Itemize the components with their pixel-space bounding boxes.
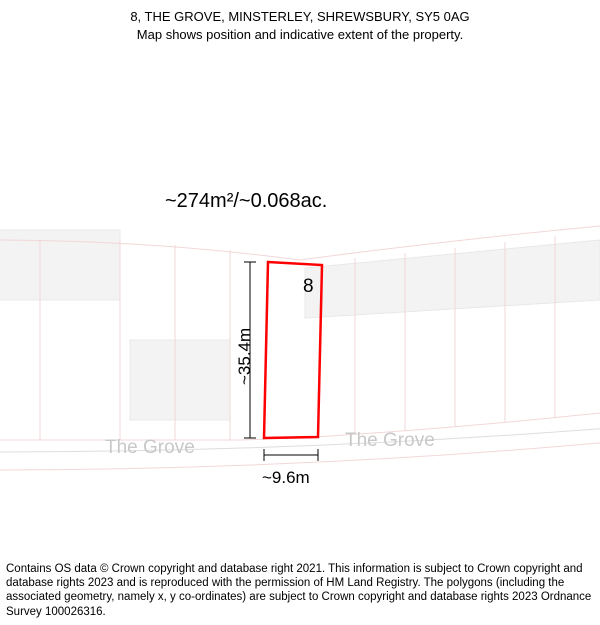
map-area: ~274m²/~0.068ac. ~35.4m ~9.6m 8 The Grov… [0, 40, 600, 560]
header: 8, THE GROVE, MINSTERLEY, SHREWSBURY, SY… [0, 0, 600, 43]
address-title: 8, THE GROVE, MINSTERLEY, SHREWSBURY, SY… [0, 8, 600, 26]
width-dimension-label: ~9.6m [262, 468, 310, 488]
height-dimension-label: ~35.4m [235, 328, 255, 385]
street-name-left: The Grove [105, 437, 195, 459]
plot-number-label: 8 [303, 276, 314, 298]
street-name-right: The Grove [345, 430, 435, 452]
copyright-footer: Contains OS data © Crown copyright and d… [6, 562, 594, 620]
area-label: ~274m²/~0.068ac. [165, 190, 327, 213]
